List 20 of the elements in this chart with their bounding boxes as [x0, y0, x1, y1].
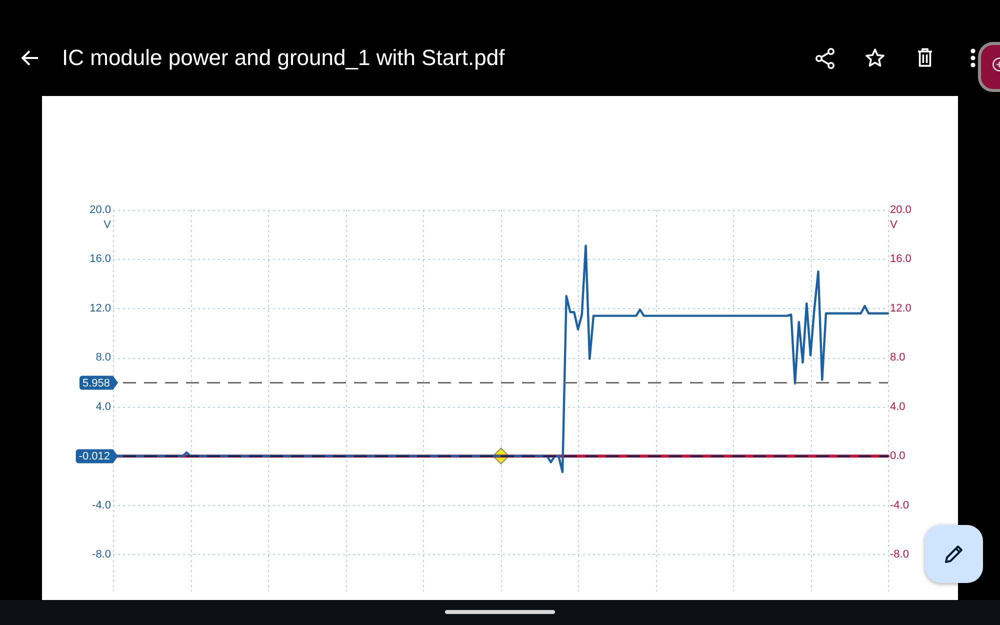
y-tick-label: 12.0 [90, 302, 111, 314]
y-tick-label: -4.0 [92, 499, 111, 512]
y2-tick-label: -4.0 [890, 499, 909, 512]
y-tick-label: 8.0 [96, 352, 111, 364]
y2-tick-label: 8.0 [890, 352, 906, 364]
y-tick-label: 16.0 [90, 253, 111, 266]
y-tick-label: 4.0 [96, 400, 111, 413]
y2-tick-label: 12.0 [890, 302, 912, 314]
y-tick-label: -8.0 [92, 548, 111, 561]
ref-line-label: -0.012 [78, 450, 110, 463]
y2-tick-label: 0.0 [890, 450, 906, 462]
chart-title: IC module power and ground_1 with Start.pdf [62, 45, 505, 71]
ref-line-label: 5.958 [82, 377, 110, 390]
y2-tick-label: -8.0 [890, 548, 909, 561]
y2-tick-label: 16.0 [890, 253, 912, 266]
y2-axis-title: V [890, 219, 898, 232]
y-tick-label: 20.0 [90, 204, 111, 216]
y-axis-title: V [104, 219, 112, 232]
y2-tick-label: 20.0 [890, 204, 912, 216]
y2-tick-label: 4.0 [890, 400, 906, 413]
